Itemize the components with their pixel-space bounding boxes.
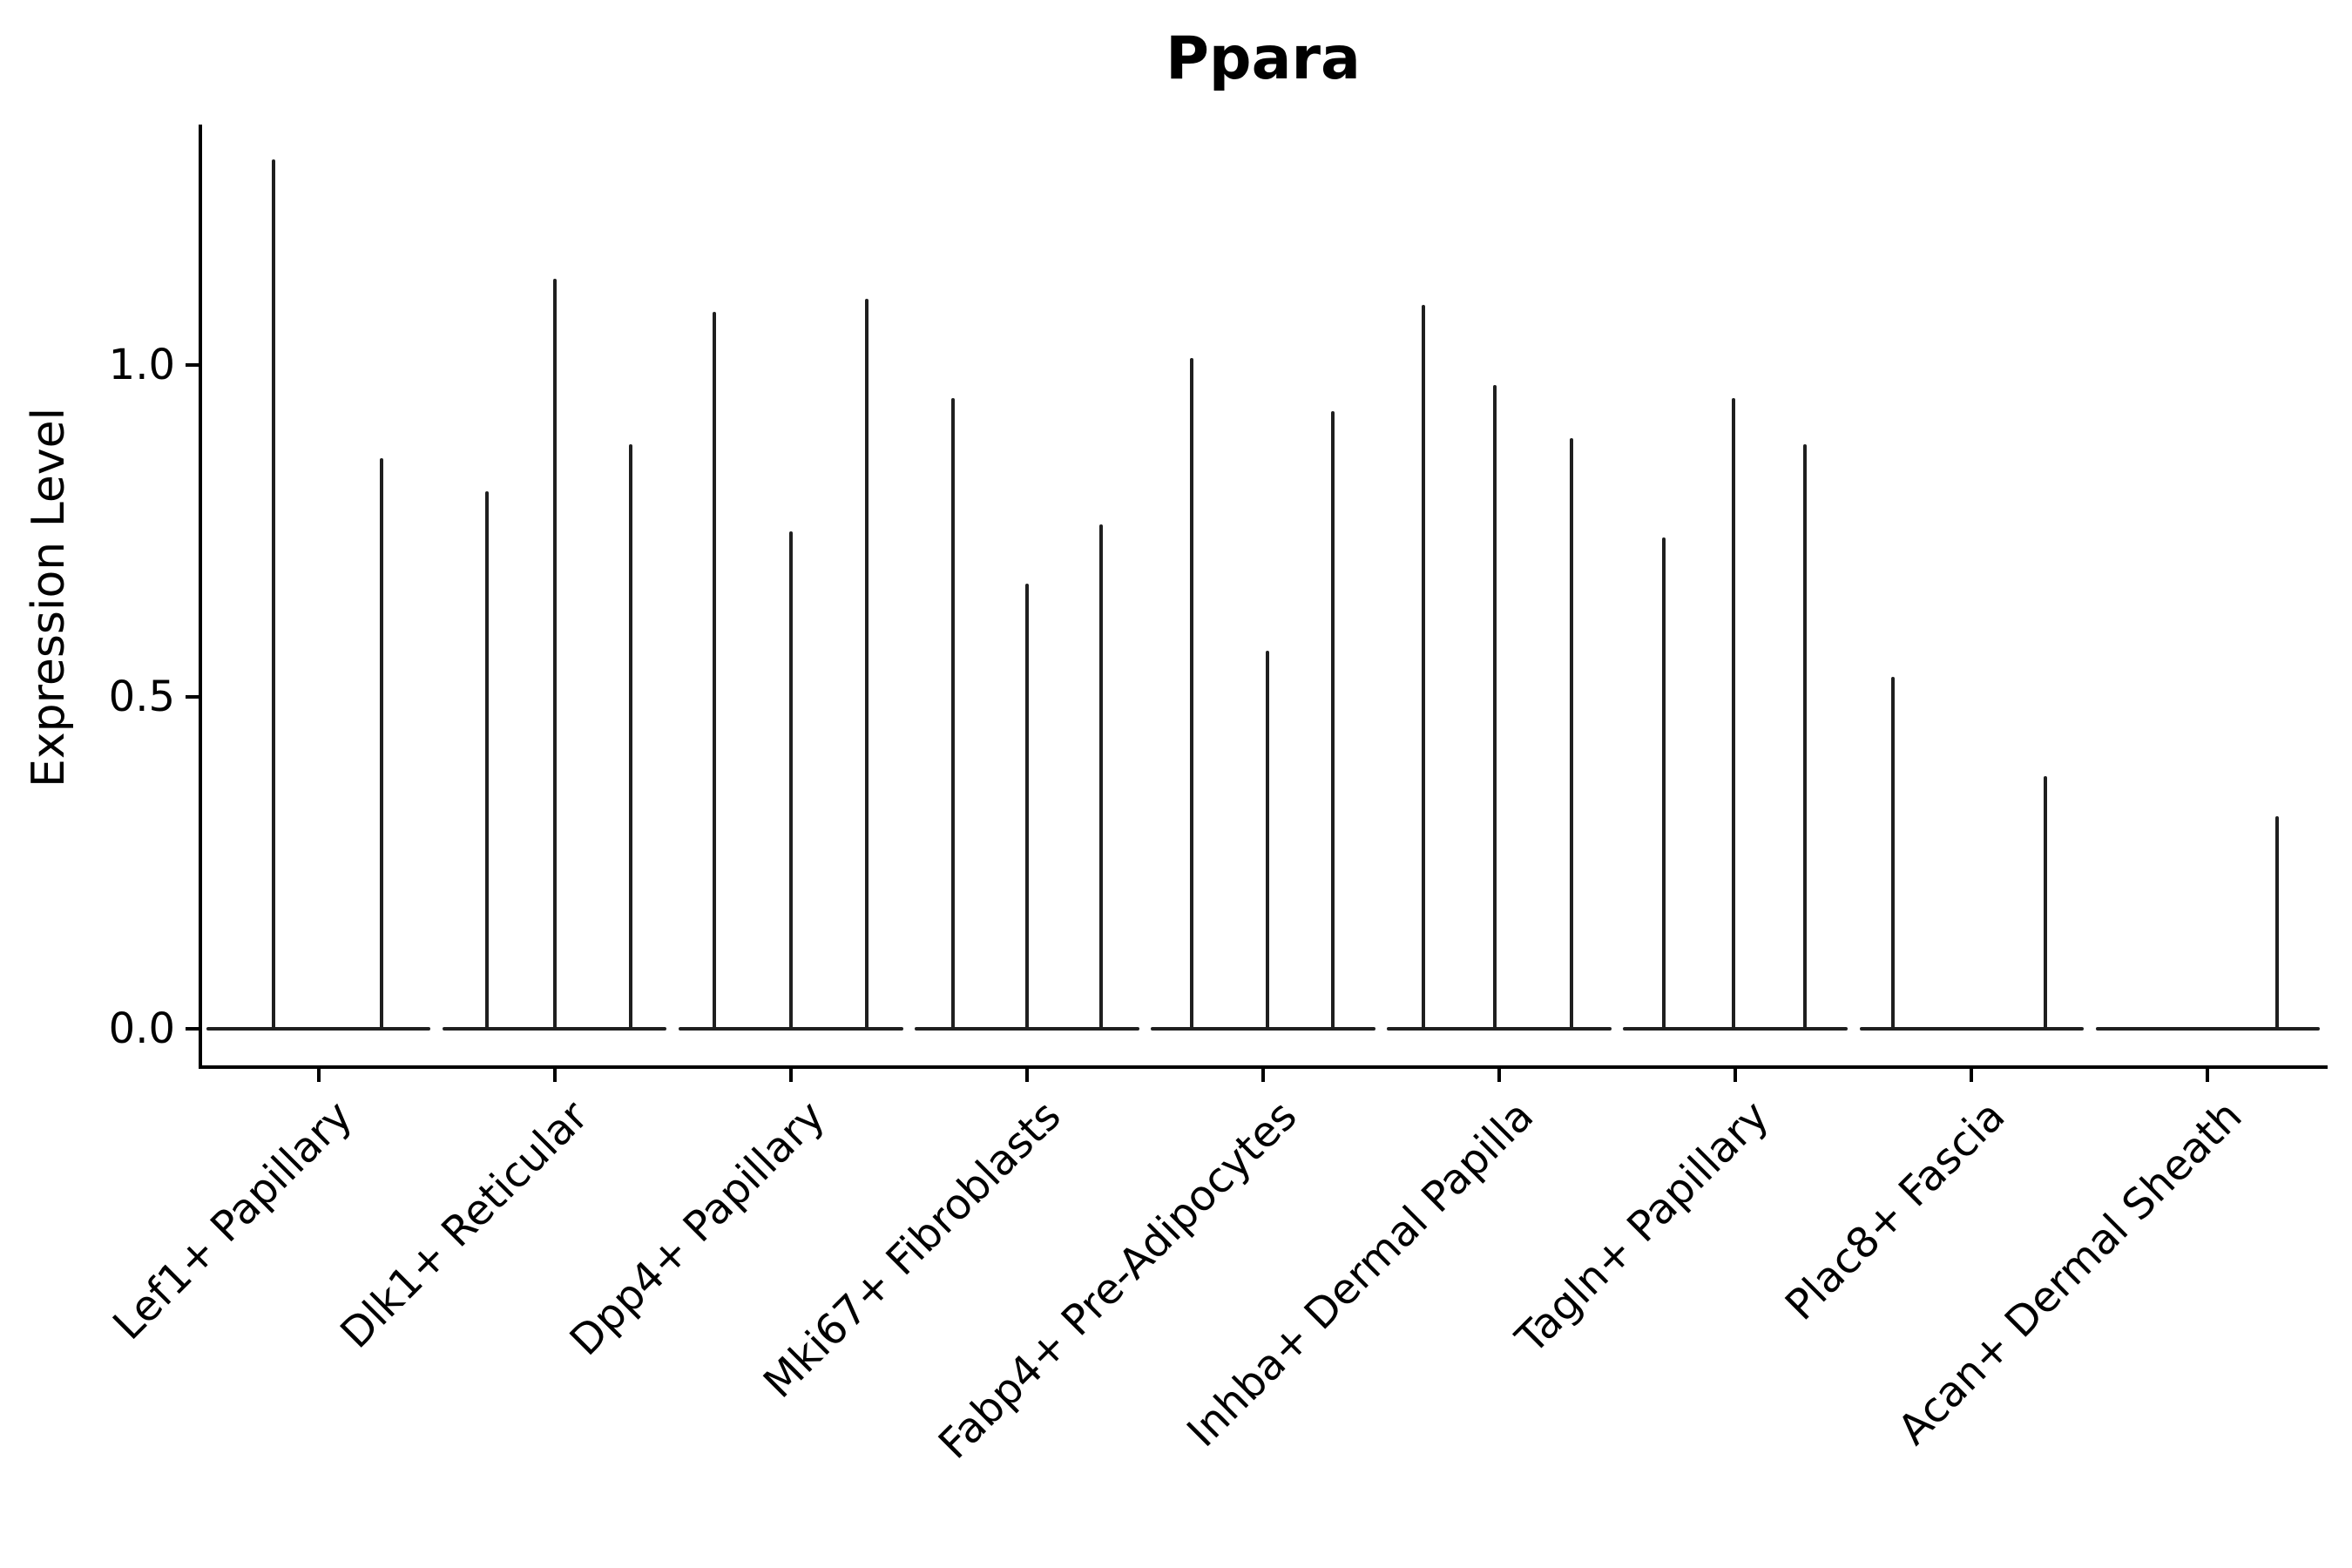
x-tick-label: Tagln+ Papillary — [1507, 1092, 1779, 1363]
y-axis-label: Expression Level — [23, 407, 75, 788]
x-tick-mark — [1024, 1069, 1029, 1082]
x-tick-mark — [1261, 1069, 1265, 1082]
violin-spike — [1266, 650, 1270, 1029]
violin-baseline — [679, 1027, 903, 1031]
x-tick-mark — [1734, 1069, 1738, 1082]
x-tick-label: Dlk1+ Reticular — [331, 1092, 598, 1358]
violin-spike — [865, 298, 869, 1029]
violin-spike — [1661, 537, 1666, 1029]
y-axis-line — [199, 125, 202, 1069]
x-tick-label: Plac8+ Fascia — [1776, 1092, 2015, 1330]
violin-spike — [629, 444, 633, 1029]
violin-spike — [1492, 384, 1497, 1029]
violin-spike — [1803, 444, 1808, 1029]
x-axis-line — [199, 1065, 2328, 1069]
violin-spike — [1098, 524, 1103, 1029]
violin-spike — [485, 490, 490, 1029]
y-tick-mark — [186, 695, 199, 699]
violin-spike — [272, 159, 276, 1029]
x-tick-mark — [552, 1069, 557, 1082]
y-tick-mark — [186, 363, 199, 367]
x-tick-label: Lef1+ Papillary — [104, 1092, 362, 1349]
chart-title: Ppara — [1166, 24, 1361, 93]
violin-spike — [1189, 358, 1193, 1029]
violin-spike — [1731, 398, 1735, 1029]
x-tick-mark — [2206, 1069, 2210, 1082]
violin-baseline — [1859, 1027, 2085, 1031]
violin-spike — [2044, 776, 2048, 1029]
violin-spike — [1891, 677, 1896, 1029]
violin-spike — [1330, 411, 1335, 1029]
x-tick-mark — [1497, 1069, 1502, 1082]
y-tick-label: 0.5 — [108, 672, 175, 721]
y-tick-label: 1.0 — [108, 341, 175, 389]
violin-baseline — [1151, 1027, 1375, 1031]
violin-spike — [950, 398, 955, 1029]
y-tick-mark — [186, 1027, 199, 1031]
x-tick-mark — [788, 1069, 793, 1082]
violin-baseline — [2095, 1027, 2321, 1031]
violin-baseline — [915, 1027, 1139, 1031]
violin-spike — [1024, 584, 1029, 1029]
violin-baseline — [206, 1027, 431, 1031]
x-tick-label: Dpp4+ Papillary — [560, 1092, 835, 1366]
violin-spike — [713, 312, 717, 1029]
violin-spike — [1421, 305, 1425, 1029]
violin-spike — [1569, 437, 1573, 1029]
x-tick-mark — [1970, 1069, 1974, 1082]
violin-baseline — [1387, 1027, 1612, 1031]
violin-spike — [379, 457, 383, 1029]
violin-baseline — [442, 1027, 667, 1031]
y-tick-label: 0.0 — [108, 1004, 175, 1053]
violin-spike — [788, 531, 793, 1029]
violin-spike — [552, 278, 557, 1029]
x-tick-mark — [316, 1069, 321, 1082]
violin-baseline — [1623, 1027, 1848, 1031]
violin-spike — [2275, 816, 2280, 1029]
